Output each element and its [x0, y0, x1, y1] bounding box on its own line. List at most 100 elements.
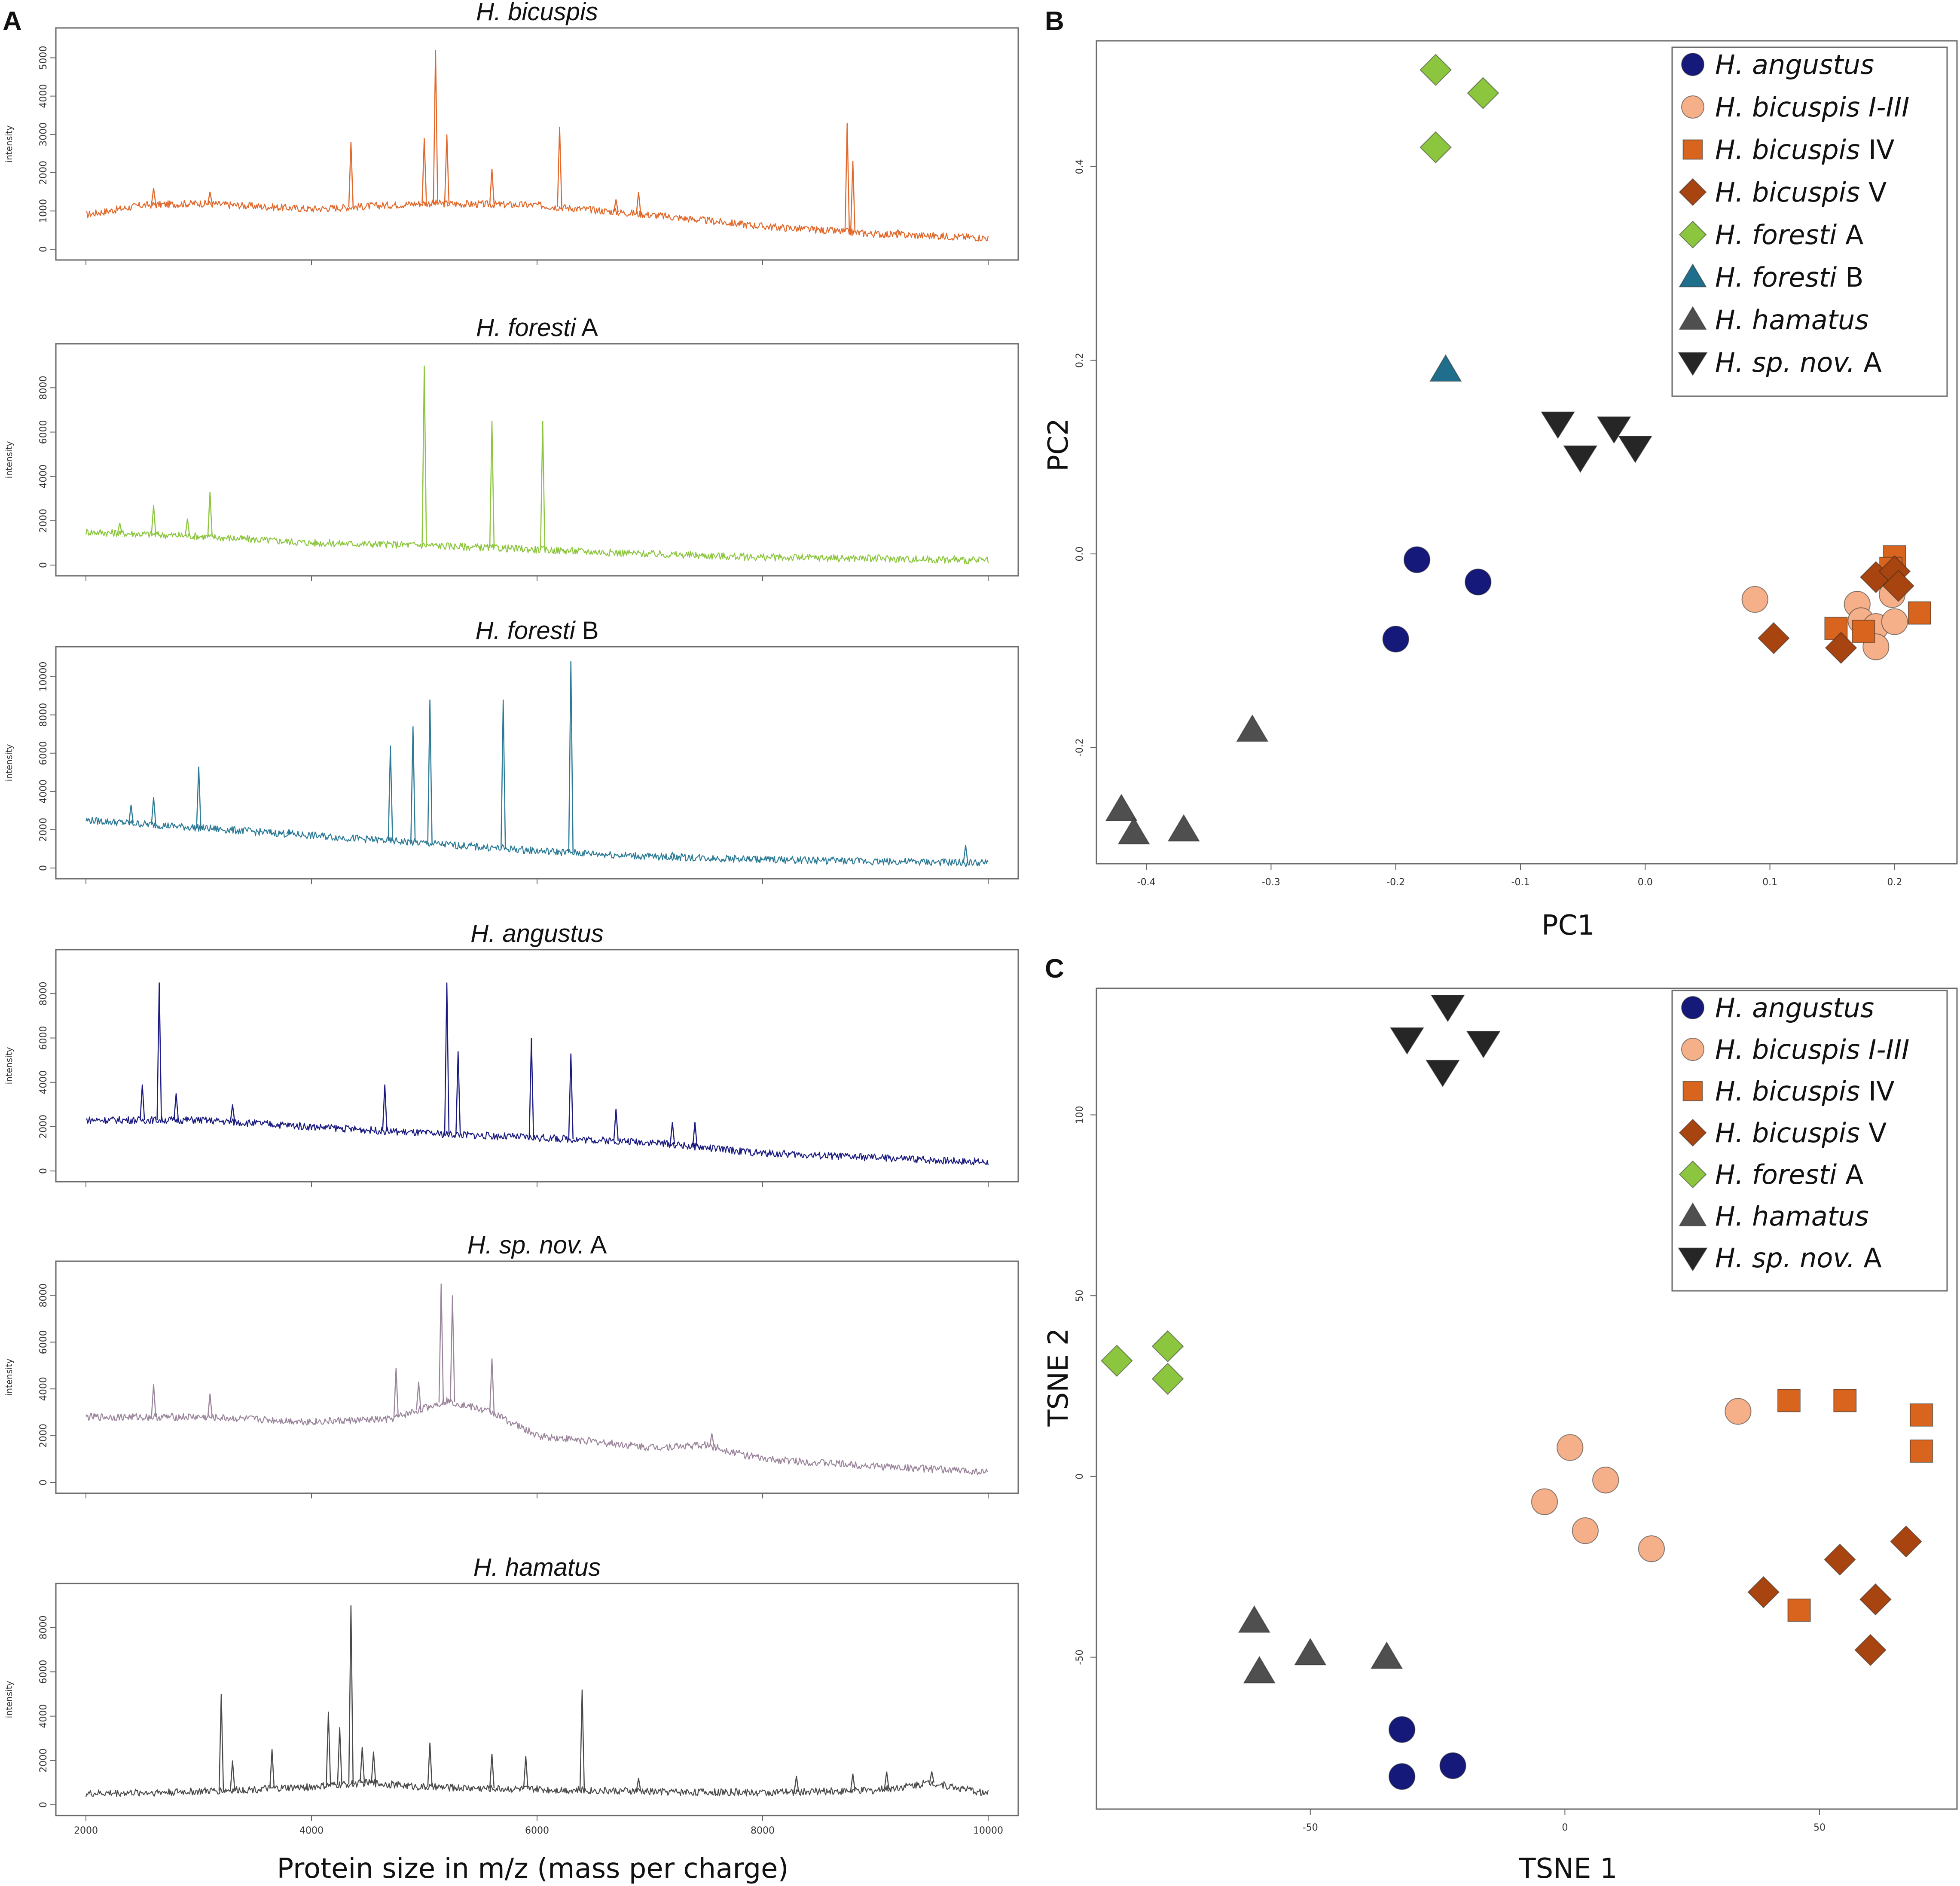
spectrum-peak [230, 1760, 235, 1791]
x-tick-label: 0 [1562, 1822, 1568, 1833]
data-point [1531, 1488, 1558, 1515]
panel-label-a: A [3, 6, 22, 36]
spectrum-peak [523, 1756, 528, 1789]
legend-entry: H. bicuspis V [1715, 177, 1887, 208]
spectrum-peak [348, 1605, 354, 1784]
spectrum-title-species: H. bicuspis [476, 0, 598, 26]
y-tick-label: 4000 [38, 84, 49, 108]
legend-marker [1678, 1247, 1708, 1272]
spectrum-panel: H. foresti B 0 2000 4000 6000 8000 10000 intens… [4, 617, 1019, 884]
x-tick-label: -0.2 [1386, 877, 1405, 888]
spectrum-peak [326, 1712, 331, 1786]
y-tick-label: 2000 [38, 818, 49, 842]
spectrum-peak [613, 199, 619, 212]
data-point [1167, 814, 1200, 842]
x-tick-label: 0.2 [1887, 877, 1902, 888]
x-tick-label: 50 [1813, 1822, 1826, 1833]
y-tick-label: 8000 [38, 981, 49, 1006]
legend-species: H. bicuspis [1715, 134, 1860, 165]
data-point [1747, 1576, 1780, 1608]
spectrum-peak [669, 1122, 675, 1145]
spectrum-title: H. foresti A [476, 314, 598, 342]
spectrum-line [85, 1397, 989, 1475]
x-tick-label: -0.3 [1262, 877, 1280, 888]
legend-entry: H. bicuspis I-III [1715, 92, 1909, 123]
legend-entry: H. angustus [1715, 992, 1874, 1024]
spectrum-peak [151, 505, 156, 535]
spectrum-peak [709, 1433, 715, 1447]
data-point [1592, 1467, 1619, 1494]
legend-marker [1682, 139, 1703, 160]
data-point [1467, 77, 1499, 110]
y-tick-label: 4000 [38, 1377, 49, 1401]
y-tick-label: 50 [1075, 1290, 1085, 1302]
y-tick-label: 6000 [38, 420, 49, 444]
panel-label-b: B [1045, 6, 1064, 36]
y-tick-label: 0.4 [1075, 159, 1085, 174]
spectrum-title-suffix: A [576, 314, 598, 342]
spectrum-peak [433, 50, 438, 204]
spectrum-peak [636, 192, 641, 214]
legend-entry: H. angustus [1715, 49, 1874, 80]
data-point [1563, 445, 1598, 473]
spectrum-peak [416, 1382, 421, 1410]
y-tick-label: -50 [1075, 1650, 1085, 1665]
legend-suffix: A [1855, 347, 1882, 378]
panel-b-y-axis-label: PC2 [1043, 418, 1075, 471]
spectrum-peak [269, 1749, 275, 1789]
spectrum-title-suffix: A [585, 1231, 607, 1259]
data-point [1638, 1535, 1665, 1562]
spectrum-peak [427, 1742, 433, 1788]
spectrum-peak [337, 1727, 342, 1785]
legend-entry: H. sp. nov. A [1715, 347, 1882, 378]
data-point [1909, 1439, 1933, 1463]
spectrum-peak [844, 122, 850, 232]
data-point [1757, 622, 1790, 654]
spectrum-peak [348, 142, 354, 207]
x-tick-label: 10000 [973, 1825, 1003, 1836]
legend-species: H. hamatus [1715, 1201, 1869, 1232]
spectrum-title-species: H. foresti [476, 617, 576, 645]
legend-marker [1679, 178, 1707, 206]
legend-species: H. sp. nov. [1715, 347, 1855, 378]
y-tick-label: 0 [38, 562, 49, 568]
spectrum-peak [151, 797, 156, 825]
legend-suffix: IV [1860, 1076, 1894, 1107]
spectrum-peak [427, 699, 433, 844]
y-axis-label: intensity [4, 125, 14, 162]
data-point [1466, 1031, 1501, 1058]
data-point [1908, 601, 1932, 625]
spectrum-peak [371, 1752, 376, 1783]
spectrum-peak [128, 804, 134, 823]
legend-marker [1679, 220, 1707, 249]
panel-c-tsne: -50 0 50 -50 0 50 100 H. angustus H. bicuspis I-… [1075, 987, 1958, 1833]
spectrum-title-species: H. hamatus [473, 1553, 601, 1581]
spectrum-peak [421, 365, 427, 545]
spectrum-peak [455, 1051, 461, 1135]
data-point [1430, 994, 1465, 1022]
spectrum-title-species: H. foresti [476, 314, 577, 342]
data-point [1881, 608, 1908, 635]
data-point [1294, 1638, 1327, 1666]
data-point [1909, 1403, 1933, 1427]
legend-species: H. angustus [1715, 992, 1874, 1024]
data-point [1429, 354, 1462, 382]
y-tick-label: 3000 [38, 122, 49, 147]
spectrum-peak [421, 138, 427, 204]
data-point [1787, 1599, 1811, 1622]
y-tick-label: 2000 [38, 509, 49, 533]
spectrum-peak [692, 1122, 698, 1147]
legend-marker [1679, 1160, 1707, 1189]
panel-a-x-axis-label: Protein size in m/z (mass per charge) [277, 1853, 789, 1885]
y-tick-label: 0 [38, 246, 49, 252]
spectrum-peak [963, 845, 968, 863]
data-point [1243, 1656, 1276, 1684]
spectrum-peak [207, 492, 213, 537]
panel-label-c: C [1045, 954, 1064, 984]
spectrum-title: H. angustus [470, 920, 604, 948]
legend-entry: H. foresti A [1715, 219, 1863, 251]
spectrum-peak [952, 555, 957, 560]
data-point [1725, 1398, 1752, 1425]
legend-marker [1679, 1202, 1707, 1226]
